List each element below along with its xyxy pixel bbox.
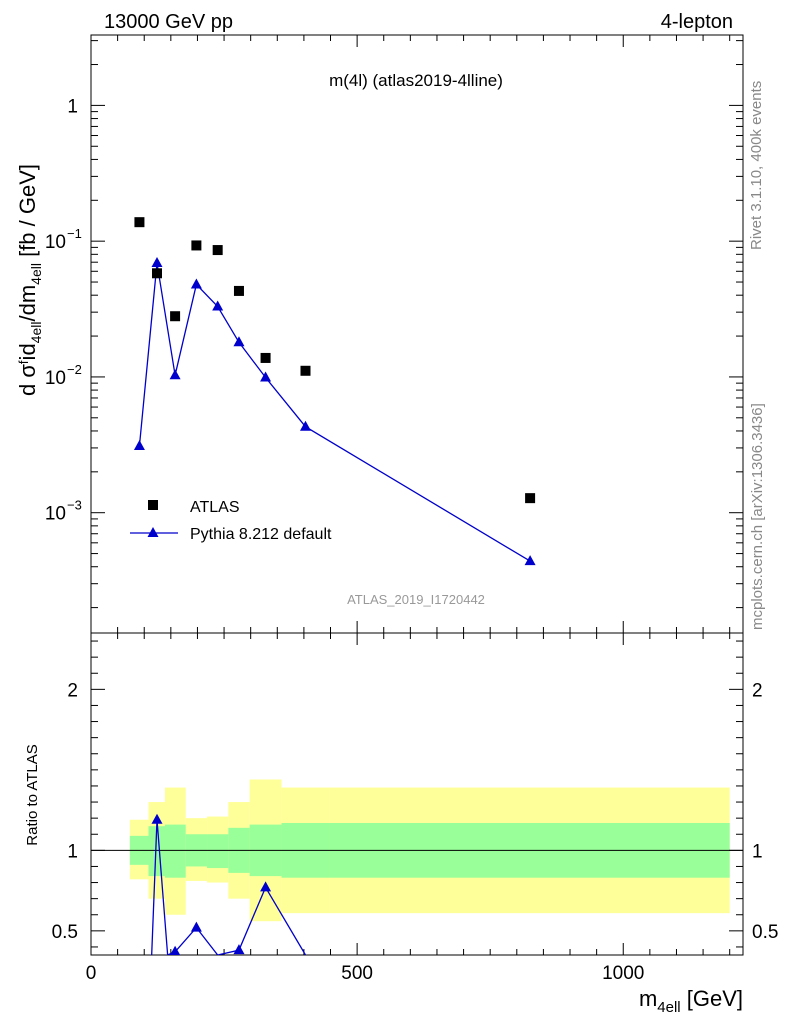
- legend-mc-label: Pythia 8.212 default: [190, 526, 332, 543]
- mc-marker: [212, 300, 224, 311]
- main-y-tick-label: 10: [45, 232, 66, 253]
- data-marker: [212, 245, 223, 256]
- ratio-y-axis-label: Ratio to ATLAS: [24, 744, 41, 845]
- mc-marker: [233, 336, 245, 347]
- main-y-tick-label: 10: [45, 368, 66, 389]
- mc-marker: [299, 420, 311, 431]
- ratio-y-tick-label: 2: [67, 680, 78, 701]
- watermark-label: ATLAS_2019_I1720442: [347, 592, 485, 607]
- ratio-y-tick-label-right: 2: [752, 680, 763, 701]
- mc-marker: [133, 439, 145, 450]
- ratio-y-tick-label: 1: [67, 841, 78, 862]
- ratio-panel-frame: 0 500 1000 0.5 0.5 1 1 2 2: [52, 632, 778, 984]
- stat-uncertainty-band-4: [207, 834, 229, 869]
- main-y-tick-label: 10: [45, 504, 66, 525]
- main-series: [133, 217, 536, 566]
- main-y-tick-exponent: −3: [67, 498, 82, 513]
- data-marker: [260, 352, 271, 363]
- header-right-label: 4-lepton: [661, 11, 733, 33]
- stat-uncertainty-band-2: [164, 824, 186, 878]
- legend: ATLAS Pythia 8.212 default: [130, 499, 332, 543]
- ratio-marker: [260, 881, 272, 892]
- main-y-tick-exponent: −1: [67, 226, 82, 241]
- main-y-tick-label: 1: [67, 96, 78, 117]
- data-marker: [151, 268, 162, 279]
- mc-marker: [190, 278, 202, 289]
- plot-title: m(4l) (atlas2019-4lline): [329, 71, 503, 90]
- x-axis-label: m4ell [GeV]: [639, 986, 743, 1016]
- x-tick-label: 500: [341, 963, 373, 984]
- mc-marker: [151, 257, 163, 268]
- ratio-series: [151, 813, 307, 955]
- ratio-line: [151, 819, 307, 955]
- main-panel-border: [90, 34, 744, 634]
- side-label-bottom: mcplots.cern.ch [arXiv:1306.3436]: [749, 403, 766, 630]
- main-y-axis-label: d σfid4ell/dm4ell [fb / GeV]: [15, 164, 44, 396]
- ratio-marker: [190, 921, 202, 932]
- x-tick-label: 0: [86, 963, 97, 984]
- ratio-y-tick-label-right: 0.5: [752, 922, 778, 943]
- mc-marker: [260, 371, 272, 382]
- ratio-marker: [233, 944, 245, 955]
- data-marker: [170, 311, 181, 322]
- data-marker: [233, 285, 244, 296]
- x-tick-label: 1000: [602, 963, 644, 984]
- mc-series-line: [138, 262, 531, 562]
- ratio-marker: [151, 813, 163, 824]
- data-marker: [300, 365, 311, 376]
- main-y-tick-exponent: −2: [67, 362, 82, 377]
- ratio-y-tick-label: 0.5: [52, 922, 78, 943]
- data-marker: [191, 240, 202, 251]
- ratio-marker: [170, 945, 181, 955]
- legend-mc-marker: [147, 527, 159, 537]
- header-left-label: 13000 GeV pp: [104, 11, 233, 33]
- legend-data-label: ATLAS: [190, 499, 240, 516]
- ratio-panel-border: [90, 632, 744, 956]
- mc-marker: [524, 555, 536, 566]
- ratio-y-tick-label-right: 1: [752, 841, 763, 862]
- legend-data-marker: [148, 500, 158, 510]
- data-marker: [134, 217, 145, 228]
- side-label-top: Rivet 3.1.10, 400k events: [748, 81, 765, 250]
- mc-marker: [169, 369, 181, 380]
- data-marker: [525, 493, 536, 504]
